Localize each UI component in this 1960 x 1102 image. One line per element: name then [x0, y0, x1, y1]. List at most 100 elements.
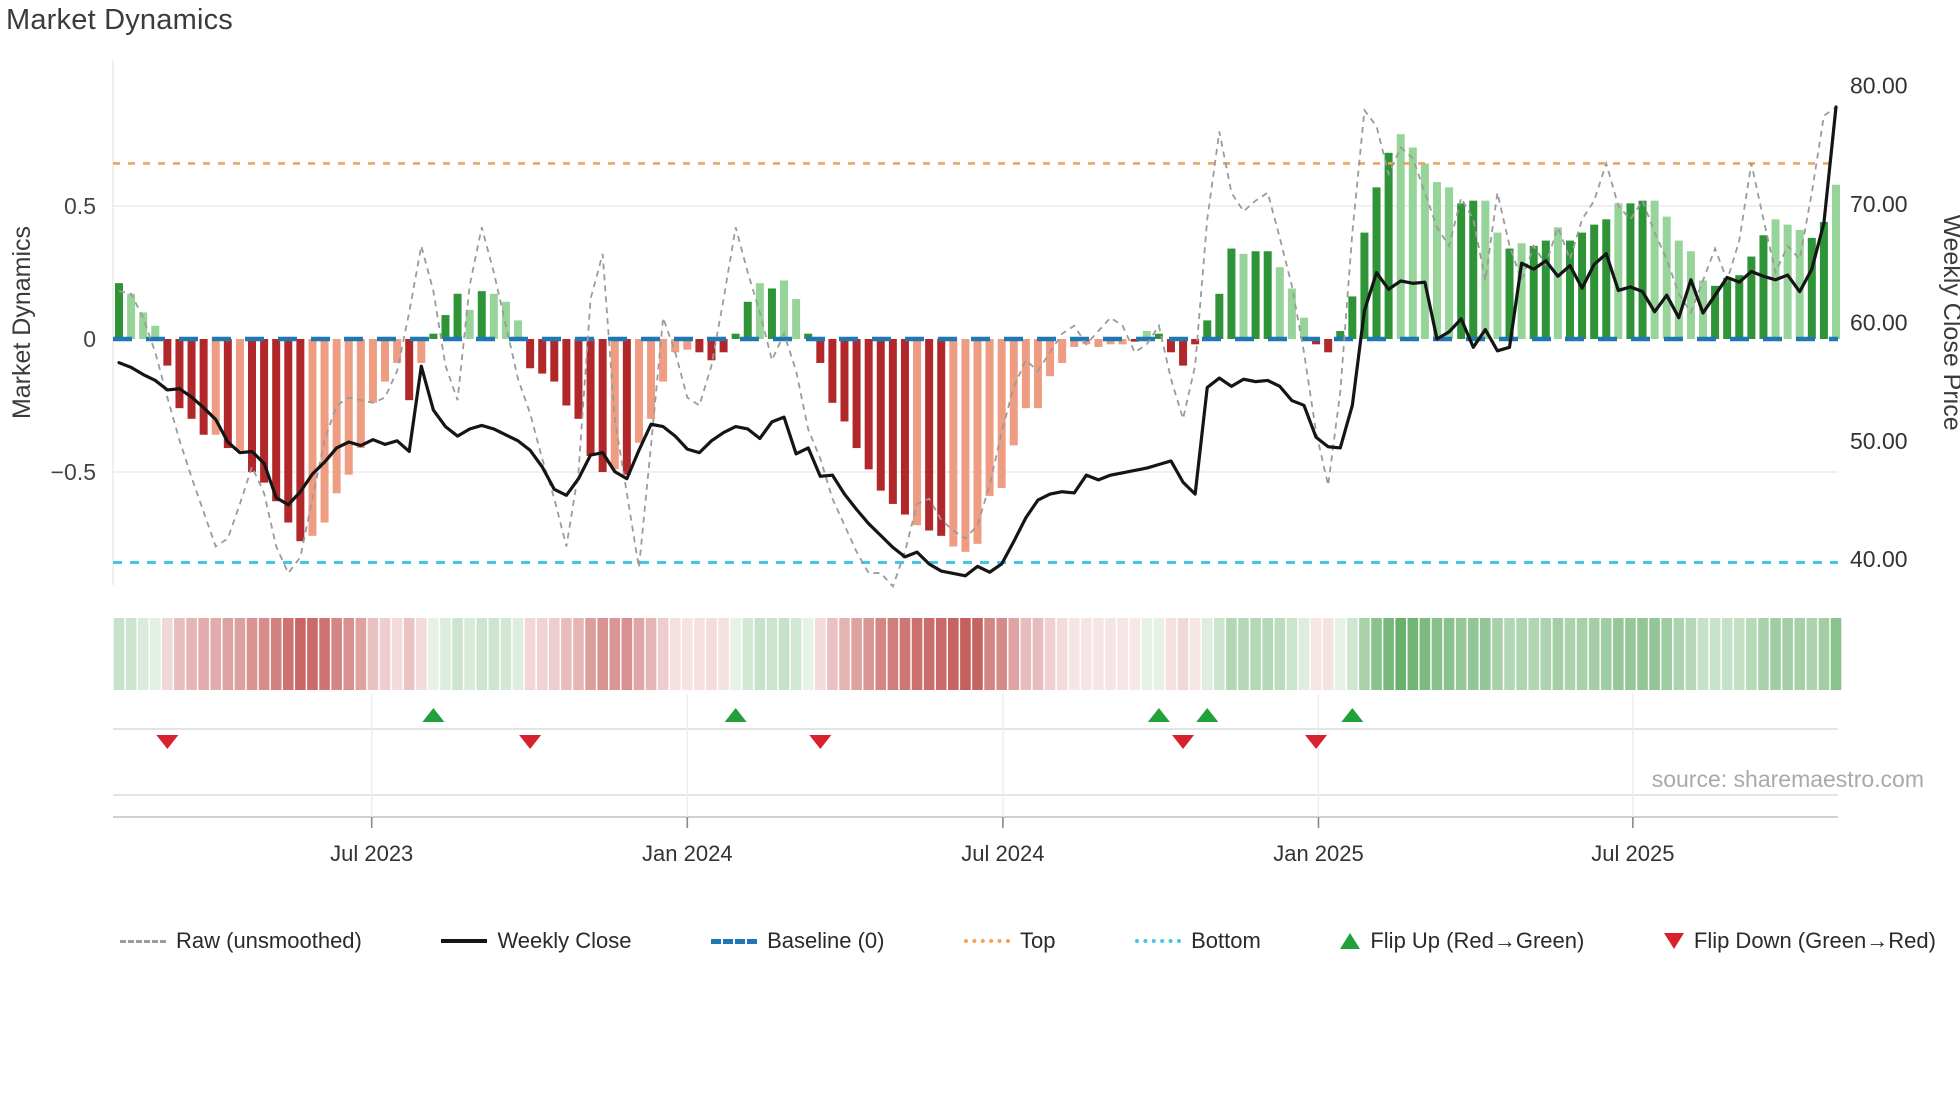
- heatmap-cell: [875, 618, 887, 690]
- heatmap-cell: [1564, 618, 1576, 690]
- momentum-bar: [1432, 182, 1441, 339]
- heatmap-cell: [1008, 618, 1020, 690]
- heatmap-cell: [1480, 618, 1491, 690]
- momentum-bar: [526, 339, 535, 369]
- heatmap-cell: [585, 618, 596, 690]
- heatmap-cell: [1226, 618, 1237, 690]
- momentum-bar: [284, 339, 293, 523]
- y-right-tick-label: 60.00: [1850, 309, 1908, 335]
- flip-down-icon: [809, 735, 832, 749]
- heatmap-cell: [258, 618, 270, 690]
- legend-item-raw[interactable]: Raw (unsmoothed): [120, 928, 362, 954]
- legend-item-flip_down[interactable]: Flip Down (Green→Red): [1663, 928, 1936, 954]
- heatmap-cell: [1395, 618, 1407, 690]
- momentum-bar: [1275, 267, 1284, 339]
- flip-up-markers: [422, 708, 1364, 722]
- momentum-bar: [248, 339, 257, 472]
- momentum-bar: [139, 312, 148, 339]
- heatmap-cell: [1153, 618, 1165, 690]
- heatmap-cell: [246, 618, 258, 690]
- heatmap-cell: [1516, 618, 1527, 690]
- heatmap-cell: [633, 618, 645, 690]
- raw-legend-swatch-icon: [120, 939, 166, 943]
- legend-item-label: Baseline (0): [767, 928, 885, 953]
- momentum-bar: [1203, 320, 1212, 339]
- momentum-bar: [659, 339, 668, 382]
- heatmap-cell: [948, 618, 959, 690]
- momentum-bar: [260, 339, 269, 483]
- legend-item-baseline[interactable]: Baseline (0): [711, 928, 884, 954]
- heatmap-cell: [331, 618, 342, 690]
- heatmap-cell: [851, 618, 862, 690]
- heatmap-cell: [1334, 618, 1346, 690]
- heatmap-cell: [270, 618, 282, 690]
- momentum-bar: [223, 339, 232, 449]
- momentum-bar: [1287, 288, 1296, 339]
- flip-down-icon: [1172, 735, 1195, 749]
- x-tick-label: Jan 2024: [642, 841, 733, 866]
- heatmap-cell: [1443, 618, 1455, 690]
- heatmap-cell: [839, 618, 850, 690]
- momentum-bar: [1553, 227, 1562, 339]
- heatmap-cell: [125, 618, 137, 690]
- heatmap-cell: [1794, 618, 1806, 690]
- y-right-tick-label: 40.00: [1850, 546, 1908, 572]
- heatmap-cell: [367, 618, 379, 690]
- momentum-bar: [852, 339, 861, 449]
- heatmap-cell: [815, 618, 826, 690]
- heatmap-cell: [790, 618, 802, 690]
- heatmap-cell: [573, 618, 584, 690]
- legend-item-close[interactable]: Weekly Close: [441, 928, 632, 954]
- legend-item-flip_up[interactable]: Flip Up (Red→Green): [1340, 928, 1584, 954]
- momentum-bar: [1215, 293, 1224, 339]
- momentum-bar: [973, 339, 982, 544]
- momentum-bar: [1396, 134, 1405, 339]
- momentum-bar: [1384, 152, 1393, 339]
- momentum-bar: [1517, 243, 1526, 339]
- momentum-bar: [1348, 296, 1357, 339]
- momentum-bar: [538, 339, 547, 374]
- heatmap-cell: [1673, 618, 1685, 690]
- momentum-bar: [586, 339, 595, 457]
- momentum-bar: [900, 339, 909, 515]
- momentum-bar: [332, 339, 341, 494]
- heatmap-cell: [1238, 618, 1249, 690]
- momentum-bar: [743, 301, 752, 339]
- momentum-bar: [792, 299, 801, 339]
- momentum-bar: [1263, 251, 1272, 339]
- legend-item-label: Weekly Close: [497, 928, 632, 953]
- momentum-bar: [1807, 237, 1816, 339]
- heatmap-cell: [464, 618, 475, 690]
- momentum-bars: [115, 134, 1840, 552]
- momentum-bar: [1626, 203, 1635, 339]
- momentum-bar: [1493, 232, 1502, 339]
- momentum-bar: [235, 339, 244, 451]
- momentum-bar: [913, 339, 922, 526]
- momentum-bar: [127, 293, 136, 339]
- momentum-bar: [417, 339, 426, 363]
- heatmap-cell: [1177, 618, 1189, 690]
- momentum-bar: [1009, 339, 1018, 446]
- momentum-bar: [296, 339, 305, 542]
- raw-line: [118, 106, 1837, 589]
- momentum-bar: [683, 339, 692, 350]
- heatmap-cell: [403, 618, 415, 690]
- y-left-tick-label: 0.5: [64, 193, 96, 219]
- heatmap-cell: [1068, 618, 1080, 690]
- legend-item-bottom[interactable]: Bottom: [1135, 928, 1261, 954]
- y-right-tick-label: 80.00: [1850, 73, 1908, 99]
- heatmap-cell: [1746, 618, 1757, 690]
- heatmap-cell: [1721, 618, 1733, 690]
- heatmap-cell: [1492, 618, 1503, 690]
- momentum-bar: [562, 339, 571, 406]
- legend-item-top[interactable]: Top: [964, 928, 1056, 954]
- momentum-bar: [961, 339, 970, 552]
- momentum-bar: [949, 339, 958, 547]
- momentum-bar: [1021, 339, 1030, 409]
- heatmap-cell: [162, 618, 173, 690]
- momentum-bar: [671, 339, 680, 353]
- momentum-bar: [1819, 221, 1828, 339]
- flip-up-icon: [724, 708, 747, 722]
- momentum-bar: [1529, 245, 1538, 339]
- momentum-bar: [1179, 339, 1188, 366]
